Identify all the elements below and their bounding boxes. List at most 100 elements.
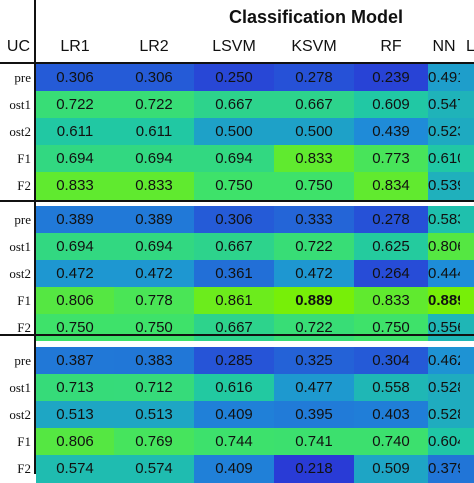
table-cell — [460, 259, 474, 288]
table-cell: 0.667 — [194, 91, 274, 119]
row-label: F1 — [17, 292, 31, 308]
table-cell: 0.304 — [354, 347, 428, 375]
group-separator — [0, 334, 474, 336]
column-header: NN — [432, 38, 456, 55]
group-separator — [0, 200, 474, 202]
table-cell: 0.500 — [194, 118, 274, 146]
table-cell — [460, 64, 474, 92]
table-cell: 0.806 — [36, 428, 114, 456]
table-cell: 0.409 — [194, 401, 274, 429]
table-cell: 0.712 — [114, 374, 194, 402]
table-cell: 0.750 — [274, 172, 354, 200]
table-cell: 0.611 — [114, 118, 194, 146]
row-label: ost1 — [9, 97, 31, 113]
table-cell: 0.528 — [428, 374, 466, 402]
table-cell: 0.611 — [36, 118, 114, 146]
table-cell: 0.750 — [114, 313, 194, 342]
table-cell: 0.722 — [274, 313, 354, 342]
table-cell — [460, 286, 474, 315]
row-label: ost1 — [9, 238, 31, 254]
table-cell: 0.833 — [354, 286, 428, 315]
table-cell: 0.861 — [194, 286, 274, 315]
table-cell: 0.773 — [354, 145, 428, 173]
row-label: ost2 — [9, 265, 31, 281]
table-cell: 0.278 — [274, 64, 354, 92]
table-cell — [460, 455, 474, 483]
table-cell: 0.462 — [428, 347, 466, 375]
table-cell: 0.722 — [36, 91, 114, 119]
table-cell: 0.806 — [36, 286, 114, 315]
table-cell: 0.694 — [36, 145, 114, 173]
table-cell: 0.713 — [36, 374, 114, 402]
column-header: KSVM — [291, 38, 337, 55]
table-cell: 0.667 — [274, 91, 354, 119]
table-cell: 0.834 — [354, 172, 428, 200]
table-cell: 0.740 — [354, 428, 428, 456]
table-cell: 0.741 — [274, 428, 354, 456]
row-label: pre — [14, 70, 31, 85]
table-cell: 0.523 — [428, 118, 466, 146]
table-cell: 0.403 — [354, 401, 428, 429]
table-cell: 0.889 — [428, 286, 466, 315]
table-cell — [460, 172, 474, 200]
table-cell: 0.769 — [114, 428, 194, 456]
table-cell: 0.439 — [354, 118, 428, 146]
group-separator — [0, 62, 474, 64]
row-label: ost2 — [9, 407, 31, 423]
table-cell: 0.722 — [274, 232, 354, 261]
table-cell: 0.513 — [36, 401, 114, 429]
table-cell: 0.325 — [274, 347, 354, 375]
table-cell — [460, 118, 474, 146]
table-cell: 0.750 — [36, 313, 114, 342]
table-cell — [460, 428, 474, 456]
row-label: pre — [14, 211, 31, 227]
table-cell: 0.278 — [354, 205, 428, 234]
table-cell: 0.694 — [114, 232, 194, 261]
table-cell — [460, 401, 474, 429]
table-cell — [460, 232, 474, 261]
table-cell: 0.625 — [354, 232, 428, 261]
table-cell: 0.610 — [428, 145, 466, 173]
table-cell: 0.500 — [274, 118, 354, 146]
table-cell: 0.389 — [114, 205, 194, 234]
table-cell: 0.694 — [36, 232, 114, 261]
table-cell: 0.472 — [274, 259, 354, 288]
table-cell: 0.477 — [274, 374, 354, 402]
column-header: LR2 — [139, 38, 169, 55]
row-label: ost1 — [9, 380, 31, 396]
table-cell: 0.616 — [194, 374, 274, 402]
table-cell: 0.250 — [194, 64, 274, 92]
table-cell: 0.744 — [194, 428, 274, 456]
row-label: F2 — [17, 461, 31, 477]
table-cell: 0.379 — [428, 455, 466, 483]
row-label: ost2 — [9, 124, 31, 140]
table-cell: 0.574 — [36, 455, 114, 483]
table-cell: 0.750 — [354, 313, 428, 342]
table-cell: 0.558 — [354, 374, 428, 402]
row-label: F1 — [17, 434, 31, 450]
table-cell: 0.806 — [428, 232, 466, 261]
table-cell: 0.528 — [428, 401, 466, 429]
table-cell: 0.285 — [194, 347, 274, 375]
table-cell: 0.694 — [194, 145, 274, 173]
table-cell: 0.667 — [194, 313, 274, 342]
table-cell: 0.609 — [354, 91, 428, 119]
table-cell: 0.264 — [354, 259, 428, 288]
table-cell — [460, 91, 474, 119]
table-cell: 0.333 — [274, 205, 354, 234]
table-cell — [460, 313, 474, 342]
table-cell: 0.667 — [194, 232, 274, 261]
table-cell: 0.306 — [36, 64, 114, 92]
table-cell: 0.556 — [428, 313, 466, 342]
column-header: LSVM — [212, 38, 256, 55]
table-cell: 0.472 — [36, 259, 114, 288]
table-cell: 0.833 — [274, 145, 354, 173]
table-cell: 0.389 — [36, 205, 114, 234]
table-cell: 0.547 — [428, 91, 466, 119]
table-cell — [460, 374, 474, 402]
table-cell: 0.306 — [114, 64, 194, 92]
table-cell — [460, 205, 474, 234]
table-cell — [460, 145, 474, 173]
table-cell: 0.395 — [274, 401, 354, 429]
table-cell: 0.750 — [194, 172, 274, 200]
